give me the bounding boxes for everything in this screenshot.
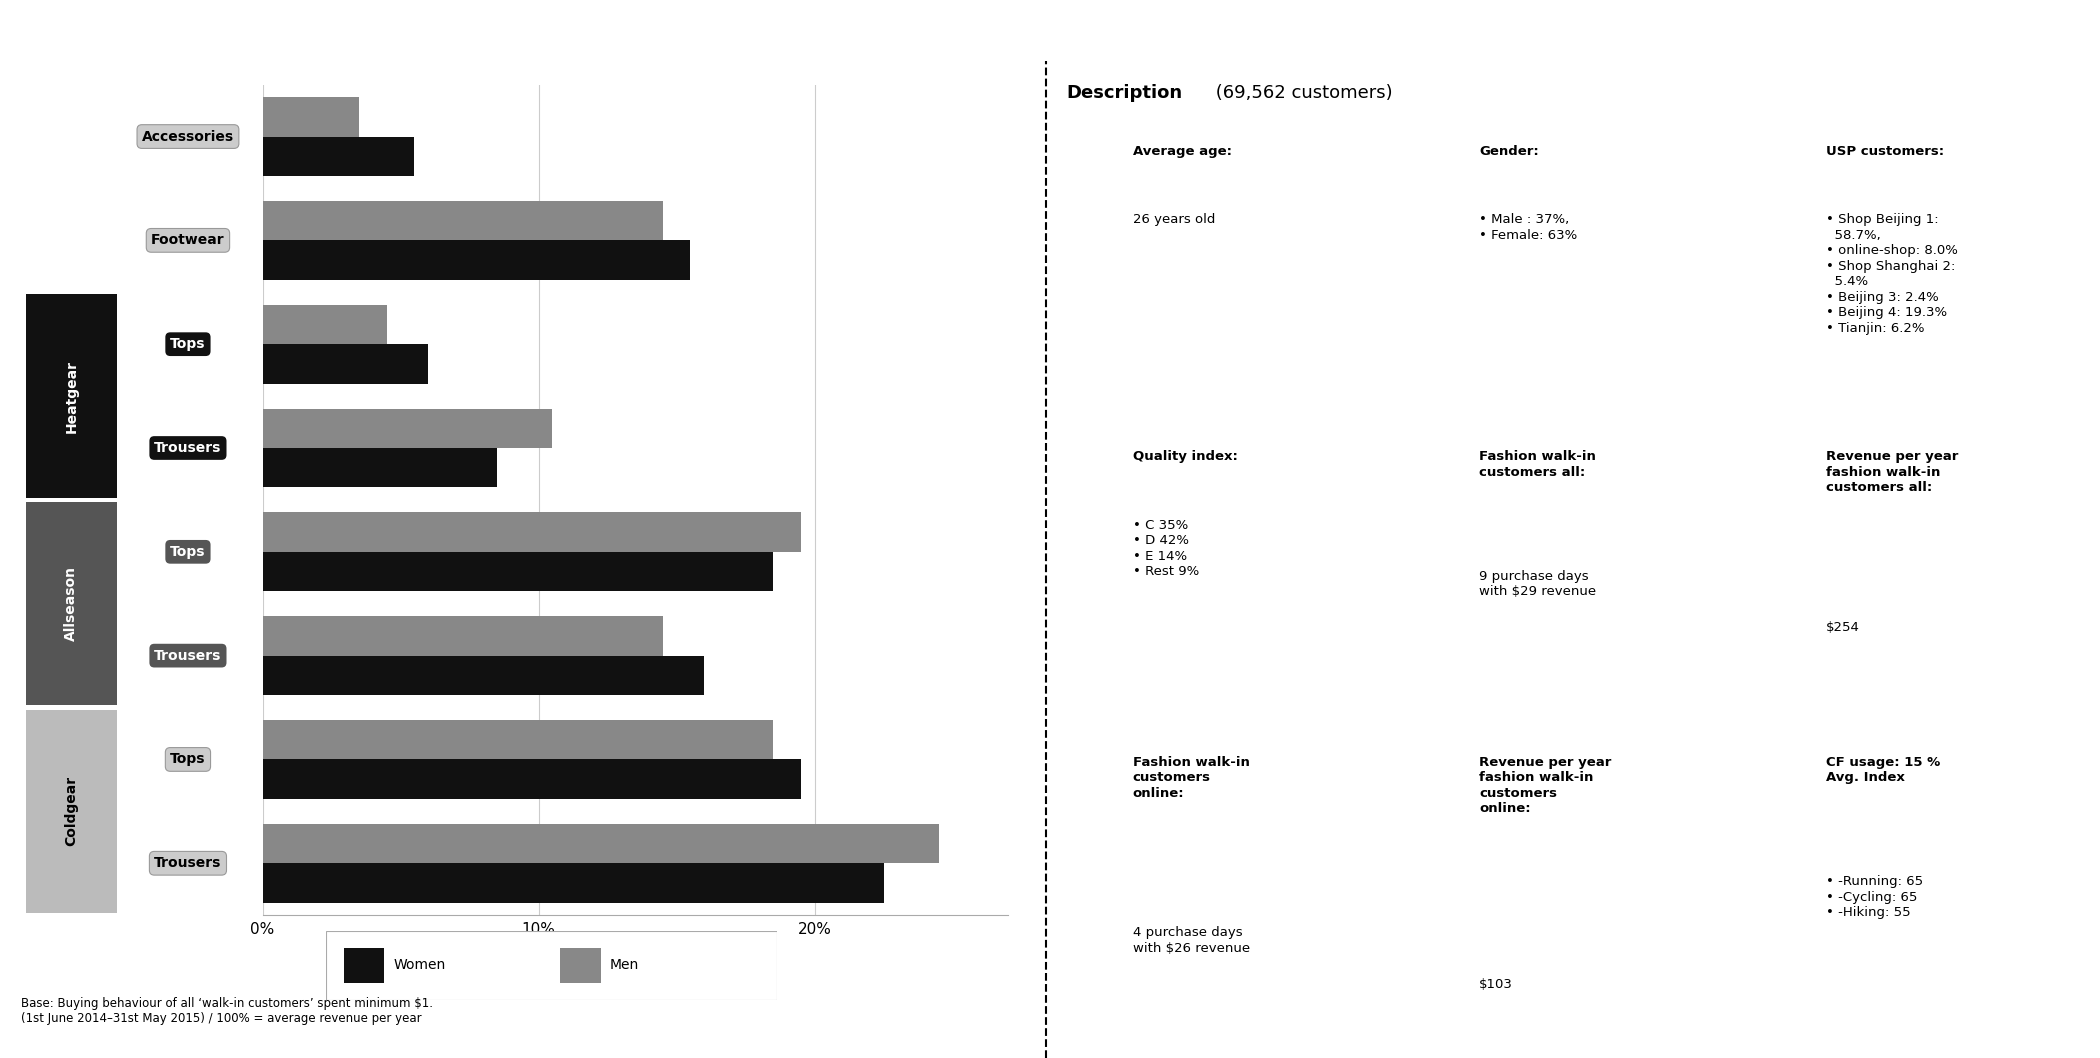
FancyBboxPatch shape: [25, 710, 118, 913]
Text: • Male : 37%,
• Female: 63%: • Male : 37%, • Female: 63%: [1478, 214, 1577, 241]
Text: Revenue per year
fashion walk-in
customers
online:: Revenue per year fashion walk-in custome…: [1478, 755, 1611, 816]
Text: Fashion walk-in
customers all:: Fashion walk-in customers all:: [1478, 451, 1596, 479]
Text: Gender:: Gender:: [1478, 145, 1539, 158]
Text: Coldgear: Coldgear: [65, 777, 78, 846]
Bar: [262, 512, 800, 552]
Text: 26 years old: 26 years old: [1132, 214, 1216, 226]
Text: Accessories: Accessories: [143, 129, 233, 144]
Text: Average age:: Average age:: [1132, 145, 1231, 158]
Bar: [344, 948, 384, 983]
Text: Base: Buying behaviour of all ‘walk-in customers’ spent minimum $1.
(1st June 20: Base: Buying behaviour of all ‘walk-in c…: [21, 997, 433, 1024]
Text: Heatgear: Heatgear: [65, 360, 78, 433]
Text: $103: $103: [1478, 978, 1512, 990]
FancyBboxPatch shape: [326, 931, 777, 1000]
Text: • -Running: 65
• -Cycling: 65
• -Hiking: 55: • -Running: 65 • -Cycling: 65 • -Hiking:…: [1825, 875, 1924, 919]
Bar: [262, 240, 691, 279]
Text: $254: $254: [1825, 621, 1859, 634]
Text: 4 purchase days
with $26 revenue: 4 purchase days with $26 revenue: [1132, 927, 1250, 955]
Text: CF usage: 15 %
Avg. Index: CF usage: 15 % Avg. Index: [1825, 755, 1940, 784]
Bar: [262, 656, 704, 695]
Bar: [262, 136, 414, 176]
Text: Trousers: Trousers: [153, 441, 223, 455]
Bar: [262, 760, 800, 799]
Text: • Shop Beijing 1:
  58.7%,
• online-shop: 8.0%
• Shop Shanghai 2:
  5.4%
• Beiji: • Shop Beijing 1: 58.7%, • online-shop: …: [1825, 214, 1957, 334]
Text: Trousers: Trousers: [153, 856, 223, 871]
Text: Trousers: Trousers: [153, 649, 223, 662]
Text: Quality index:: Quality index:: [1132, 451, 1237, 463]
Text: Allseason: Allseason: [65, 566, 78, 641]
Text: 9 purchase days
with $29 revenue: 9 purchase days with $29 revenue: [1478, 570, 1596, 599]
Text: Footwear: Footwear: [151, 234, 225, 248]
Text: Women: Women: [393, 959, 445, 972]
Text: Revenue per year
fashion walk-in
customers all:: Revenue per year fashion walk-in custome…: [1825, 451, 1957, 494]
Bar: [262, 824, 939, 863]
FancyBboxPatch shape: [25, 501, 118, 706]
Text: Tops: Tops: [170, 752, 206, 766]
Text: Fashion walk-in
customers
online:: Fashion walk-in customers online:: [1132, 755, 1250, 800]
Text: USP customers:: USP customers:: [1825, 145, 1945, 158]
Bar: [262, 344, 428, 384]
Text: Tops: Tops: [170, 338, 206, 351]
Bar: [262, 448, 498, 488]
Bar: [262, 408, 552, 448]
Bar: [262, 201, 664, 240]
Text: Description: Description: [1067, 85, 1182, 103]
Bar: [262, 552, 773, 591]
Bar: [262, 863, 884, 902]
Bar: [262, 97, 359, 136]
Bar: [262, 305, 386, 344]
Text: • C 35%
• D 42%
• E 14%
• Rest 9%: • C 35% • D 42% • E 14% • Rest 9%: [1132, 518, 1199, 578]
Text: Men: Men: [609, 959, 638, 972]
Text: (69,562 customers): (69,562 customers): [1210, 85, 1392, 103]
Bar: [262, 720, 773, 760]
Bar: [262, 616, 664, 656]
Bar: [561, 948, 601, 983]
Text: Tops: Tops: [170, 545, 206, 559]
FancyBboxPatch shape: [25, 294, 118, 498]
